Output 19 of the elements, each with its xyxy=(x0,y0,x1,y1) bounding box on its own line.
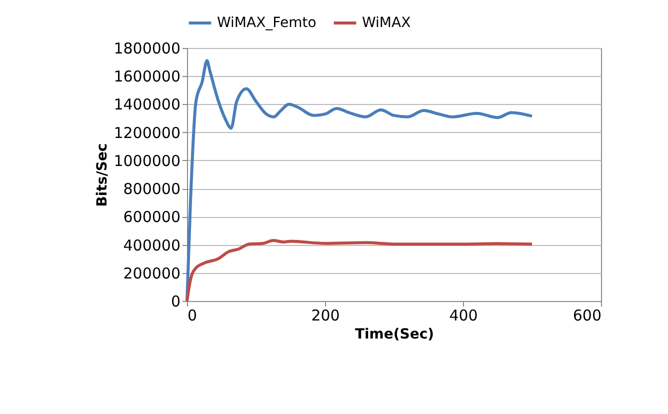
x-tick-label: 0 xyxy=(188,306,198,324)
y-tick-label: 1000000 xyxy=(114,152,180,170)
x-tick-label: 400 xyxy=(449,306,478,324)
y-tick-label: 800000 xyxy=(123,180,180,198)
y-axis-title: Bits/Sec xyxy=(94,143,111,207)
legend-label: WiMAX xyxy=(362,15,412,31)
x-tick-label: 600 xyxy=(572,306,602,324)
x-tick-label: 200 xyxy=(311,306,340,324)
y-tick-label: 400000 xyxy=(123,236,180,254)
y-tick-label: 1800000 xyxy=(114,40,180,58)
legend-label: WiMAX_Femto xyxy=(217,15,316,31)
y-tick-label: 1200000 xyxy=(114,124,180,142)
y-tick-label: 1600000 xyxy=(114,68,180,86)
y-tick-label: 0 xyxy=(170,292,180,310)
y-tick-label: 1400000 xyxy=(114,96,180,114)
y-tick-label: 200000 xyxy=(123,264,180,282)
line-series xyxy=(186,239,534,302)
x-axis-title: Time(Sec) xyxy=(354,326,434,342)
y-tick-label: 600000 xyxy=(123,208,180,226)
